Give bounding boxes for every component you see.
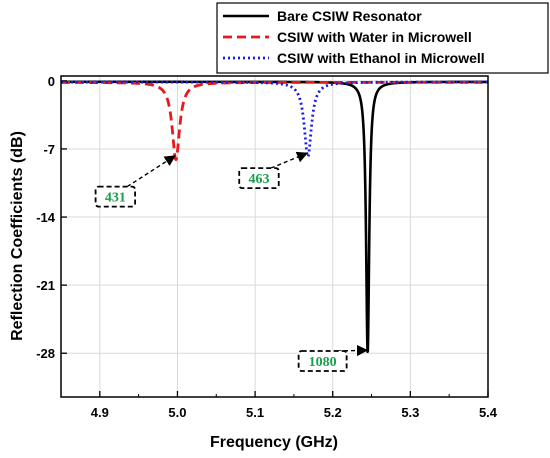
y-axis-title: Reflection Coefficients (dB) — [9, 131, 26, 341]
annotation-arrow — [270, 151, 309, 169]
x-tick-label: 5.2 — [324, 405, 342, 420]
annotation-layer: 431 463 1080 — [94, 151, 369, 372]
annotation-label: 1080 — [309, 355, 337, 370]
grid — [61, 76, 489, 397]
y-tick-label: 0 — [48, 74, 55, 89]
annotation-box — [238, 167, 280, 190]
series-line-2 — [59, 80, 490, 159]
y-tick-label: -28 — [36, 346, 55, 361]
legend-label-0: Bare CSIW Resonator — [277, 8, 422, 24]
series-line-1 — [59, 80, 490, 162]
y-tick-label: -7 — [43, 142, 55, 157]
x-tick-label: 5.1 — [246, 405, 264, 420]
series-layer — [59, 80, 490, 354]
annotation-box — [94, 185, 136, 208]
annotation-arrow — [126, 155, 176, 188]
x-tick-label: 5.4 — [479, 405, 498, 420]
annotation-box — [297, 350, 348, 372]
annotation-label: 463 — [248, 172, 269, 187]
x-tick-label: 5.3 — [401, 405, 419, 420]
legend-box — [216, 2, 549, 74]
legend-label-1: CSIW with Water in Microwell — [277, 29, 472, 45]
tick-layer: 4.9 5.0 5.1 5.2 5.3 5.4 0 -7 -14 -21 -28 — [36, 74, 498, 420]
x-tick-label: 4.9 — [91, 405, 109, 420]
legend-label-2: CSIW with Ethanol in Microwell — [277, 50, 485, 66]
annotation-arrow — [337, 344, 369, 357]
y-tick-label: -21 — [36, 278, 55, 293]
plot-frame — [60, 75, 489, 398]
annotation-label: 431 — [105, 191, 126, 206]
x-axis-title: Frequency (GHz) — [210, 434, 338, 451]
y-tick-label: -14 — [36, 210, 56, 225]
legend: Bare CSIW Resonator CSIW with Water in Mi… — [216, 2, 549, 74]
x-tick-label: 5.0 — [168, 405, 186, 420]
